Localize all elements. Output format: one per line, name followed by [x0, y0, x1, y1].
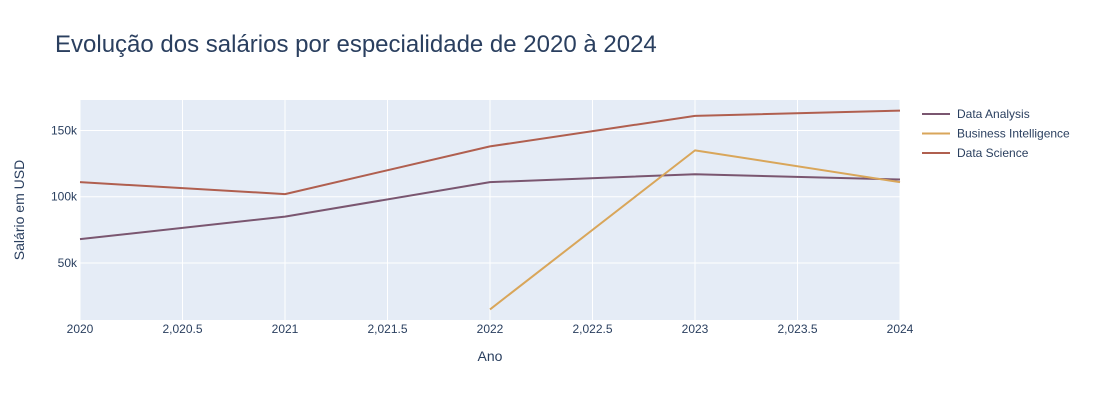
x-tick-label: 2024	[887, 322, 914, 336]
x-tick-label: 2023	[682, 322, 709, 336]
x-tick-label: 2,022.5	[572, 322, 612, 336]
x-tick-label: 2021	[272, 322, 299, 336]
x-axis-ticks: 2020 2,020.5 2021 2,021.5 2022 2,022.5 2023 2,0…	[67, 322, 914, 336]
series-line	[79, 109, 901, 196]
x-tick-label: 2,020.5	[162, 322, 202, 336]
y-tick-label: 100k	[51, 190, 78, 204]
series-line	[79, 173, 901, 241]
y-axis-title: Salário em USD	[11, 160, 27, 260]
series-lines	[79, 109, 901, 311]
y-axis-ticks: 50k 100k 150k	[51, 123, 78, 270]
grid-lines	[79, 100, 901, 320]
series-line	[489, 149, 901, 311]
x-tick-label: 2,021.5	[367, 322, 407, 336]
x-tick-label: 2022	[477, 322, 504, 336]
legend: Data Analysis Business Intelligence Data S…	[922, 107, 1070, 160]
x-axis-title: Ano	[478, 348, 503, 364]
legend-label: Business Intelligence	[957, 127, 1070, 141]
x-tick-label: 2,023.5	[777, 322, 817, 336]
legend-label: Data Science	[957, 146, 1029, 160]
y-tick-label: 50k	[58, 256, 78, 270]
legend-label: Data Analysis	[957, 107, 1030, 121]
x-tick-label: 2020	[67, 322, 94, 336]
y-tick-label: 150k	[51, 123, 78, 137]
chart-title: Evolução dos salários por especialidade …	[55, 31, 657, 58]
